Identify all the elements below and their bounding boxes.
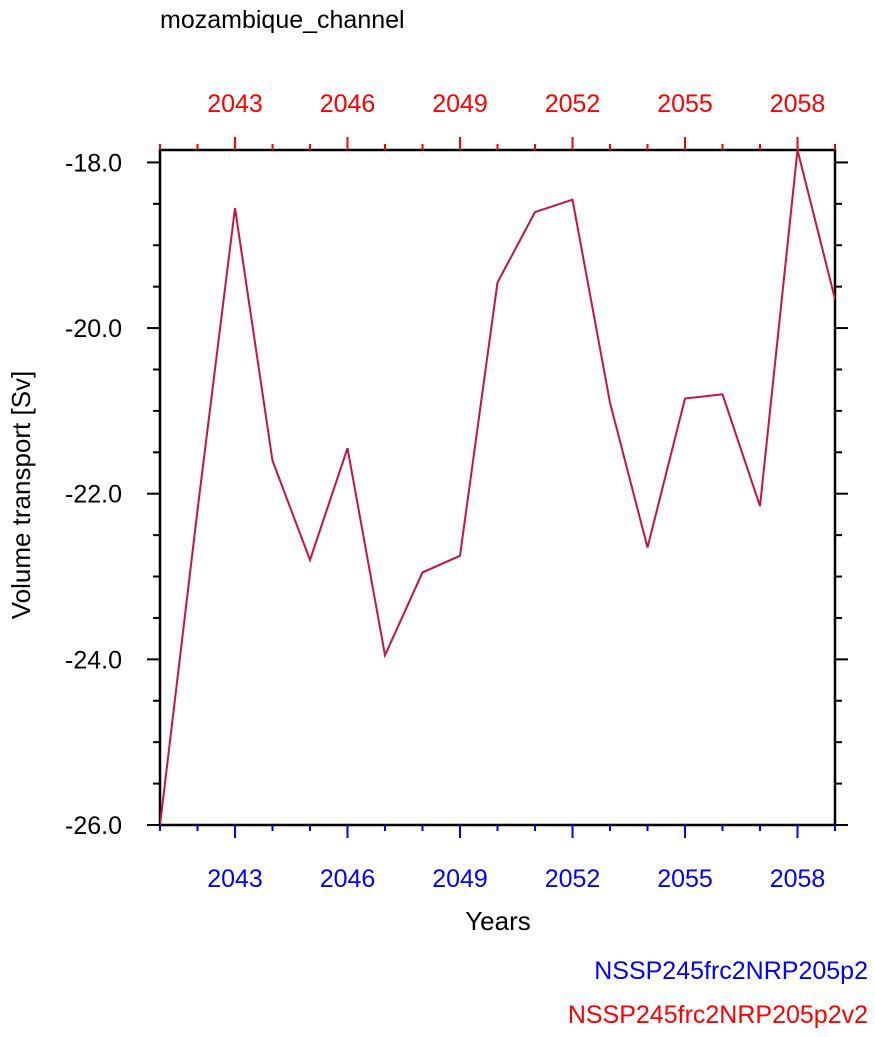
y-tick-label: -22.0 — [65, 481, 122, 509]
plot-frame — [158, 148, 837, 827]
x-bottom-tick-label: 2055 — [657, 865, 713, 893]
x-top-tick-label: 2049 — [432, 90, 488, 118]
x-bottom-tick-label: 2052 — [545, 865, 601, 893]
y-tick-label: -18.0 — [65, 149, 122, 177]
tick-labels: 2043 2043 2046 2046 2049 2049 2052 2052 2055 2055… — [65, 90, 825, 893]
x-bottom-tick-label: 2058 — [770, 865, 826, 893]
legend-entry-red: NSSP245frc2NRP205p2v2 — [568, 1001, 868, 1029]
chart-title: mozambique_channel — [160, 6, 405, 34]
x-axis-label: Years — [465, 906, 531, 936]
axis-ticks — [147, 137, 848, 838]
x-top-tick-label: 2052 — [545, 90, 601, 118]
x-bottom-tick-label: 2046 — [320, 865, 376, 893]
x-top-tick-label: 2043 — [207, 90, 263, 118]
legend-entry-blue: NSSP245frc2NRP205p2 — [594, 957, 868, 985]
x-top-tick-label: 2058 — [770, 90, 826, 118]
x-bottom-tick-label: 2043 — [207, 865, 263, 893]
y-tick-label: -26.0 — [65, 812, 122, 840]
y-tick-label: -20.0 — [65, 315, 122, 343]
x-top-tick-label: 2055 — [657, 90, 713, 118]
y-axis-label: Volume transport [Sv] — [6, 371, 36, 620]
plot-area — [158, 148, 837, 827]
series-line-0 — [160, 149, 835, 826]
x-top-tick-label: 2046 — [320, 90, 376, 118]
x-bottom-tick-label: 2049 — [432, 865, 488, 893]
y-tick-label: -24.0 — [65, 646, 122, 674]
